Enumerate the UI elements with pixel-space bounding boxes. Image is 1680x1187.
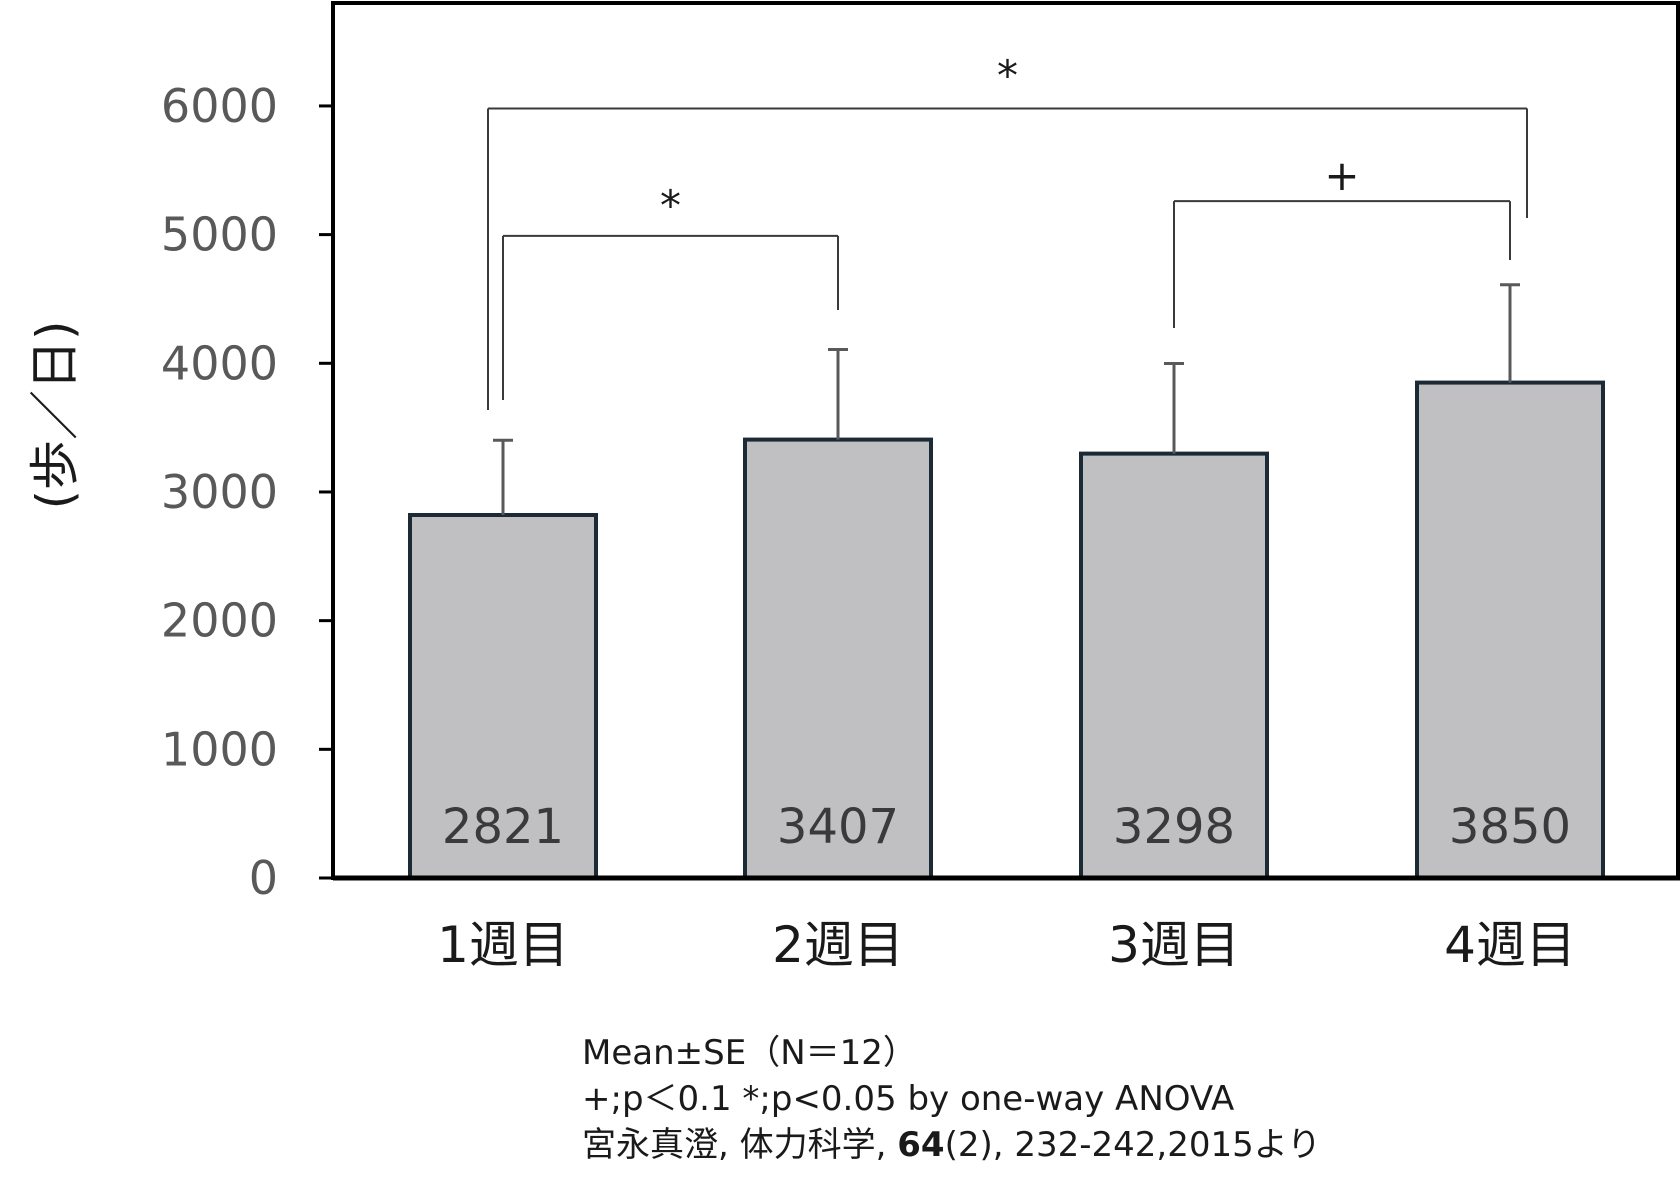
- y-tick-label-0: 0: [249, 851, 278, 905]
- notes-significance-line: +;p＜0.1 *;p<0.05 by one-way ANOVA: [582, 1079, 1235, 1119]
- y-tick-label-2000: 2000: [161, 594, 278, 648]
- significance-label-1: *: [660, 181, 681, 230]
- y-axis-ticks: 0 1000 2000 3000 4000 5000 6000: [161, 79, 333, 905]
- y-axis-label: (歩／日): [26, 320, 84, 509]
- bar-value-labels: 2821 3407 3298 3850: [442, 799, 1571, 855]
- notes-stats-line: Mean±SE（N＝12）: [582, 1033, 917, 1073]
- x-axis-categories: 1週目 2週目 3週目 4週目: [437, 916, 1576, 974]
- significance-label-3: *: [997, 51, 1018, 100]
- y-tick-label-5000: 5000: [161, 208, 278, 262]
- category-label-1: 1週目: [437, 916, 569, 974]
- chart-notes: Mean±SE（N＝12） +;p＜0.1 *;p<0.05 by one-wa…: [582, 1030, 1321, 1168]
- y-tick-label-1000: 1000: [161, 722, 278, 776]
- category-label-3: 3週目: [1108, 916, 1240, 974]
- value-label-4: 3850: [1449, 799, 1571, 855]
- significance-label-2: +: [1324, 151, 1359, 200]
- plot-frame: [331, 1, 1680, 881]
- value-label-3: 3298: [1113, 799, 1235, 855]
- significance-brackets: * + *: [487, 51, 1528, 410]
- bar-4: [1415, 380, 1605, 880]
- category-label-4: 4週目: [1444, 916, 1576, 974]
- bars: [408, 380, 1605, 880]
- y-tick-label-6000: 6000: [161, 79, 278, 133]
- notes-citation-line: 宮永真澄, 体力科学, 64(2), 232-242,2015より: [582, 1122, 1321, 1168]
- value-label-2: 3407: [777, 799, 899, 855]
- y-tick-label-3000: 3000: [161, 465, 278, 519]
- citation-volume: 64: [897, 1125, 945, 1165]
- bar-2: [743, 437, 933, 880]
- bar-1: [408, 513, 598, 880]
- error-bars: [493, 283, 1520, 516]
- citation-authors: 宮永真澄, 体力科学,: [582, 1125, 898, 1165]
- value-label-1: 2821: [442, 799, 564, 855]
- category-label-2: 2週目: [772, 916, 904, 974]
- y-tick-label-4000: 4000: [161, 336, 278, 390]
- citation-rest: (2), 232-242,2015より: [944, 1125, 1322, 1165]
